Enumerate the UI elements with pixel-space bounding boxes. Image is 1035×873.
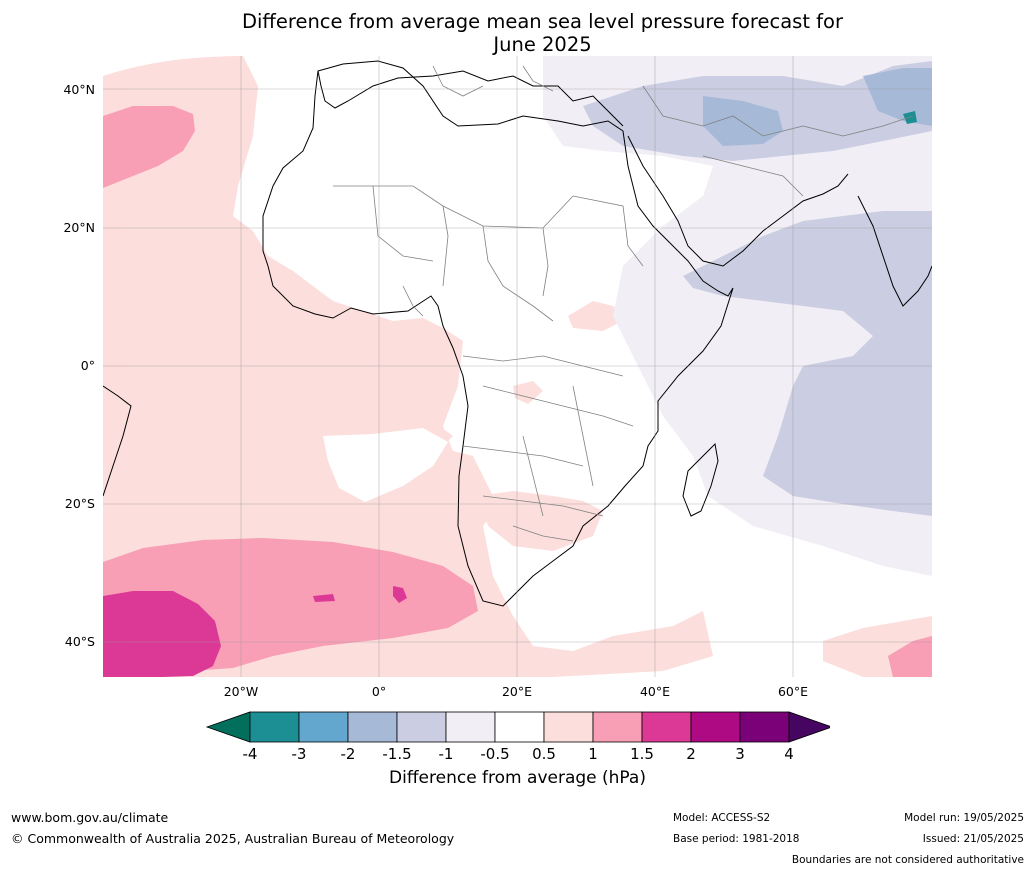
colorbar-tick-label: -0.5 bbox=[480, 745, 510, 763]
colorbar-tick-label: 1 bbox=[588, 745, 598, 763]
colorbar-segment bbox=[298, 711, 349, 743]
footer-model: Model: ACCESS-S2 bbox=[673, 812, 771, 824]
footer-disclaimer: Boundaries are not considered authoritat… bbox=[791, 854, 1024, 866]
colorbar-tick-label: 1.5 bbox=[630, 745, 654, 763]
colorbar-high-extend bbox=[788, 711, 834, 743]
colorbar bbox=[205, 710, 834, 746]
colorbar-tick-label: 4 bbox=[784, 745, 794, 763]
lat-label-40s: 40°S bbox=[64, 634, 95, 649]
footer-copyright: © Commonwealth of Australia 2025, Austra… bbox=[11, 831, 455, 846]
lat-label-20s: 20°S bbox=[64, 496, 95, 511]
colorbar-tick-label: -1 bbox=[438, 745, 454, 763]
lat-label-20n: 20°N bbox=[63, 220, 95, 235]
map-title: Difference from average mean sea level p… bbox=[0, 10, 1035, 56]
colorbar-segment bbox=[396, 711, 447, 743]
footer-url: www.bom.gov.au/climate bbox=[11, 810, 169, 825]
colorbar-segment bbox=[347, 711, 398, 743]
colorbar-tick-label: 2 bbox=[686, 745, 696, 763]
colorbar-tick-label: -3 bbox=[291, 745, 307, 763]
colorbar-tick-label: -1.5 bbox=[382, 745, 412, 763]
colorbar-segment bbox=[494, 711, 545, 743]
lon-label-20e: 20°E bbox=[501, 684, 533, 699]
lat-label-40n: 40°N bbox=[63, 82, 95, 97]
title-line-2: June 2025 bbox=[493, 33, 592, 56]
colorbar-segment bbox=[543, 711, 594, 743]
colorbar-segment bbox=[445, 711, 496, 743]
colorbar-segment bbox=[249, 711, 300, 743]
colorbar-low-extend bbox=[205, 711, 251, 743]
colorbar-segment bbox=[641, 711, 692, 743]
anomaly-arabian-sea-lilac bbox=[683, 211, 932, 516]
lat-label-equator: 0° bbox=[80, 358, 95, 373]
title-line-1: Difference from average mean sea level p… bbox=[242, 10, 843, 33]
colorbar-tick-label: 0.5 bbox=[532, 745, 556, 763]
colorbar-label: Difference from average (hPa) bbox=[389, 768, 646, 788]
anomaly-nw-atlantic-pink bbox=[103, 106, 195, 188]
colorbar-tick-label: -2 bbox=[340, 745, 356, 763]
lon-label-60e: 60°E bbox=[777, 684, 809, 699]
footer-base-period: Base period: 1981-2018 bbox=[673, 833, 800, 845]
colorbar-tick-label: 3 bbox=[735, 745, 745, 763]
lon-label-20w: 20°W bbox=[223, 684, 259, 699]
footer-issued: Issued: 21/05/2025 bbox=[922, 833, 1024, 845]
anomaly-atlantic-light-pink bbox=[103, 56, 713, 677]
lon-label-40e: 40°E bbox=[639, 684, 671, 699]
colorbar-segment bbox=[592, 711, 643, 743]
colorbar-tick-label: -4 bbox=[242, 745, 258, 763]
colorbar-segment bbox=[690, 711, 741, 743]
anomaly-south-atlantic-magenta bbox=[103, 591, 221, 677]
pressure-anomaly-map bbox=[103, 56, 932, 677]
africa-coastline bbox=[262, 60, 734, 607]
colorbar-segment bbox=[739, 711, 790, 743]
footer-model-run: Model run: 19/05/2025 bbox=[904, 812, 1024, 824]
lon-label-0: 0° bbox=[371, 684, 387, 699]
